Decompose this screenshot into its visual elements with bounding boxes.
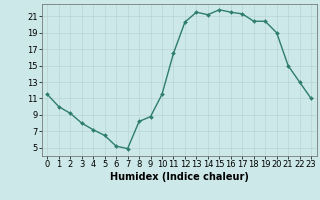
X-axis label: Humidex (Indice chaleur): Humidex (Indice chaleur) <box>110 172 249 182</box>
